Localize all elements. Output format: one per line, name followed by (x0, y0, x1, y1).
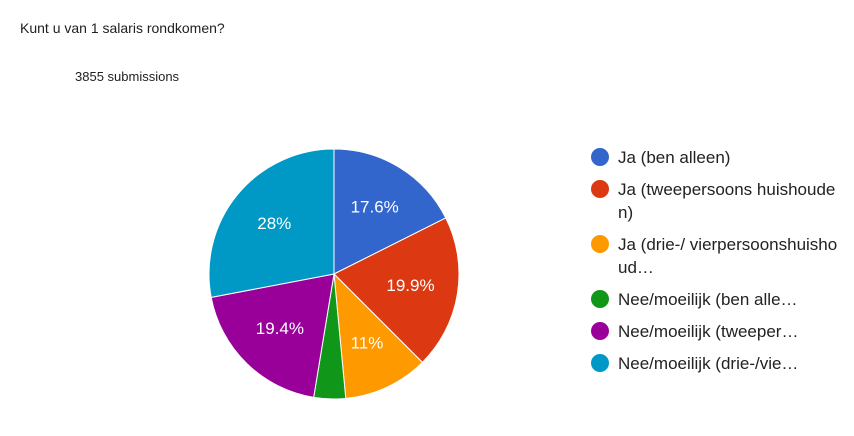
legend-swatch (591, 148, 609, 166)
slice-label: 19.4% (256, 319, 304, 338)
legend-label: Ja (drie-/ vierpersoonshuishoud… (618, 235, 838, 277)
slice-label: 17.6% (351, 198, 399, 217)
legend-swatch (591, 180, 609, 198)
legend-item: Ja (drie-/ vierpersoonshuishoud… (591, 233, 841, 279)
slice-label: 19.9% (386, 276, 434, 295)
legend-item: Nee/moeilijk (drie-/vie… (591, 352, 841, 375)
legend-item: Ja (tweepersoons huishouden) (591, 178, 841, 224)
legend-swatch (591, 235, 609, 253)
legend-item: Nee/moeilijk (tweeper… (591, 320, 841, 343)
slice-label: 28% (257, 214, 291, 233)
slice-label: 11% (351, 334, 384, 353)
legend-item: Ja (ben alleen) (591, 146, 841, 169)
legend-label: Ja (tweepersoons huishouden) (618, 180, 836, 222)
legend-swatch (591, 290, 609, 308)
legend-label: Nee/moeilijk (ben alle… (618, 290, 798, 309)
chart-title: Kunt u van 1 salaris rondkomen? (20, 20, 225, 36)
pie-slice (208, 148, 335, 299)
legend: Ja (ben alleen) Ja (tweepersoons huishoud… (591, 146, 841, 384)
pie-slice (210, 273, 335, 398)
chart-subtitle: 3855 submissions (75, 69, 180, 84)
pie-slice (333, 148, 447, 275)
legend-label: Nee/moeilijk (tweeper… (618, 322, 799, 341)
legend-label: Nee/moeilijk (drie-/vie… (618, 354, 799, 373)
pie-slice (333, 217, 460, 364)
legend-label: Ja (ben alleen) (618, 148, 731, 167)
pie-slice (333, 272, 424, 399)
legend-swatch (591, 354, 609, 372)
legend-swatch (591, 322, 609, 340)
legend-item: Nee/moeilijk (ben alle… (591, 288, 841, 311)
